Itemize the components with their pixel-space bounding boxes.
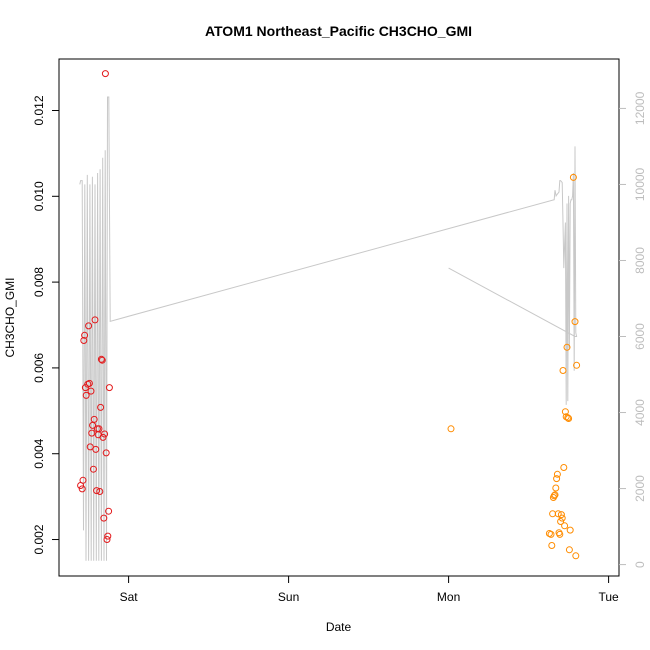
data-point [99,433,107,441]
data-point [88,429,96,437]
data-point [79,476,87,484]
chart-title: ATOM1 Northeast_Pacific CH3CHO_GMI [205,23,472,39]
y-axis-label: CH3CHO_GMI [3,277,17,357]
y-tick-label: 0.006 [32,353,46,383]
y2-tick-label: 0 [633,561,647,568]
data-point [86,443,94,451]
data-point [81,331,89,339]
y2-tick-label: 10000 [633,167,647,201]
data-point [560,464,568,471]
data-point [80,337,88,344]
data-point [572,552,580,560]
data-point [97,355,105,363]
y2-axis: 0 2000 4000 6000 8000 10000 12000 [619,91,647,568]
data-point [550,492,558,500]
y-axis: 0.002 0.004 0.006 0.008 0.010 0.012 [32,95,59,555]
data-point [90,415,98,423]
data-point [104,532,112,540]
data-point [105,507,113,515]
data-point [447,425,455,433]
data-point [563,343,571,351]
data-point [559,367,567,374]
data-point [569,173,577,181]
data-point [561,408,569,416]
y2-tick-label: 8000 [633,247,647,274]
data-point [82,391,90,399]
x-axis-label: Date [326,620,352,634]
data-point [93,487,101,495]
data-point [551,491,559,499]
y2-tick-label: 12000 [633,91,647,125]
data-point [554,510,562,518]
data-point [87,387,95,395]
data-point [102,449,110,457]
data-point [553,475,561,483]
data-point [553,470,561,478]
data-point [91,316,99,324]
data-point [100,514,108,522]
data-point [566,526,574,534]
data-point [547,530,555,538]
data-point [565,546,573,554]
data-point [548,542,556,549]
x-tick-label: Sat [120,590,139,604]
y-tick-label: 0.004 [32,438,46,468]
data-point [565,415,573,422]
data-point [89,465,97,473]
data-point [564,414,572,422]
data-point [98,356,106,364]
data-point [78,485,86,493]
x-tick-label: Tue [598,590,619,604]
data-point [92,445,100,453]
data-point [552,484,560,492]
x-tick-label: Sun [278,590,299,604]
plot-frame [58,58,620,577]
data-point [573,361,581,369]
data-point [97,403,105,411]
x-axis: Sat Sun Mon Tue [120,576,619,604]
data-point [85,379,93,387]
altitude-line [79,96,578,561]
x-tick-label: Mon [437,590,460,604]
data-point [561,522,569,530]
data-point [557,511,565,519]
data-point [101,70,109,78]
y-tick-label: 0.012 [32,95,46,125]
data-point [558,514,566,522]
y2-tick-label: 4000 [633,399,647,426]
y-tick-label: 0.008 [32,267,46,297]
data-point [556,530,564,538]
plot-area [77,70,581,561]
data-point [85,322,93,330]
data-point [101,430,109,438]
y2-tick-label: 2000 [633,475,647,502]
data-point [103,536,111,543]
data-point [549,510,557,518]
data-point [95,425,103,433]
y-tick-label: 0.010 [32,181,46,211]
y-tick-label: 0.002 [32,524,46,554]
data-point [571,318,579,326]
data-point [105,384,113,392]
data-point [96,488,104,495]
y2-tick-label: 6000 [633,323,647,350]
data-point [557,518,565,525]
